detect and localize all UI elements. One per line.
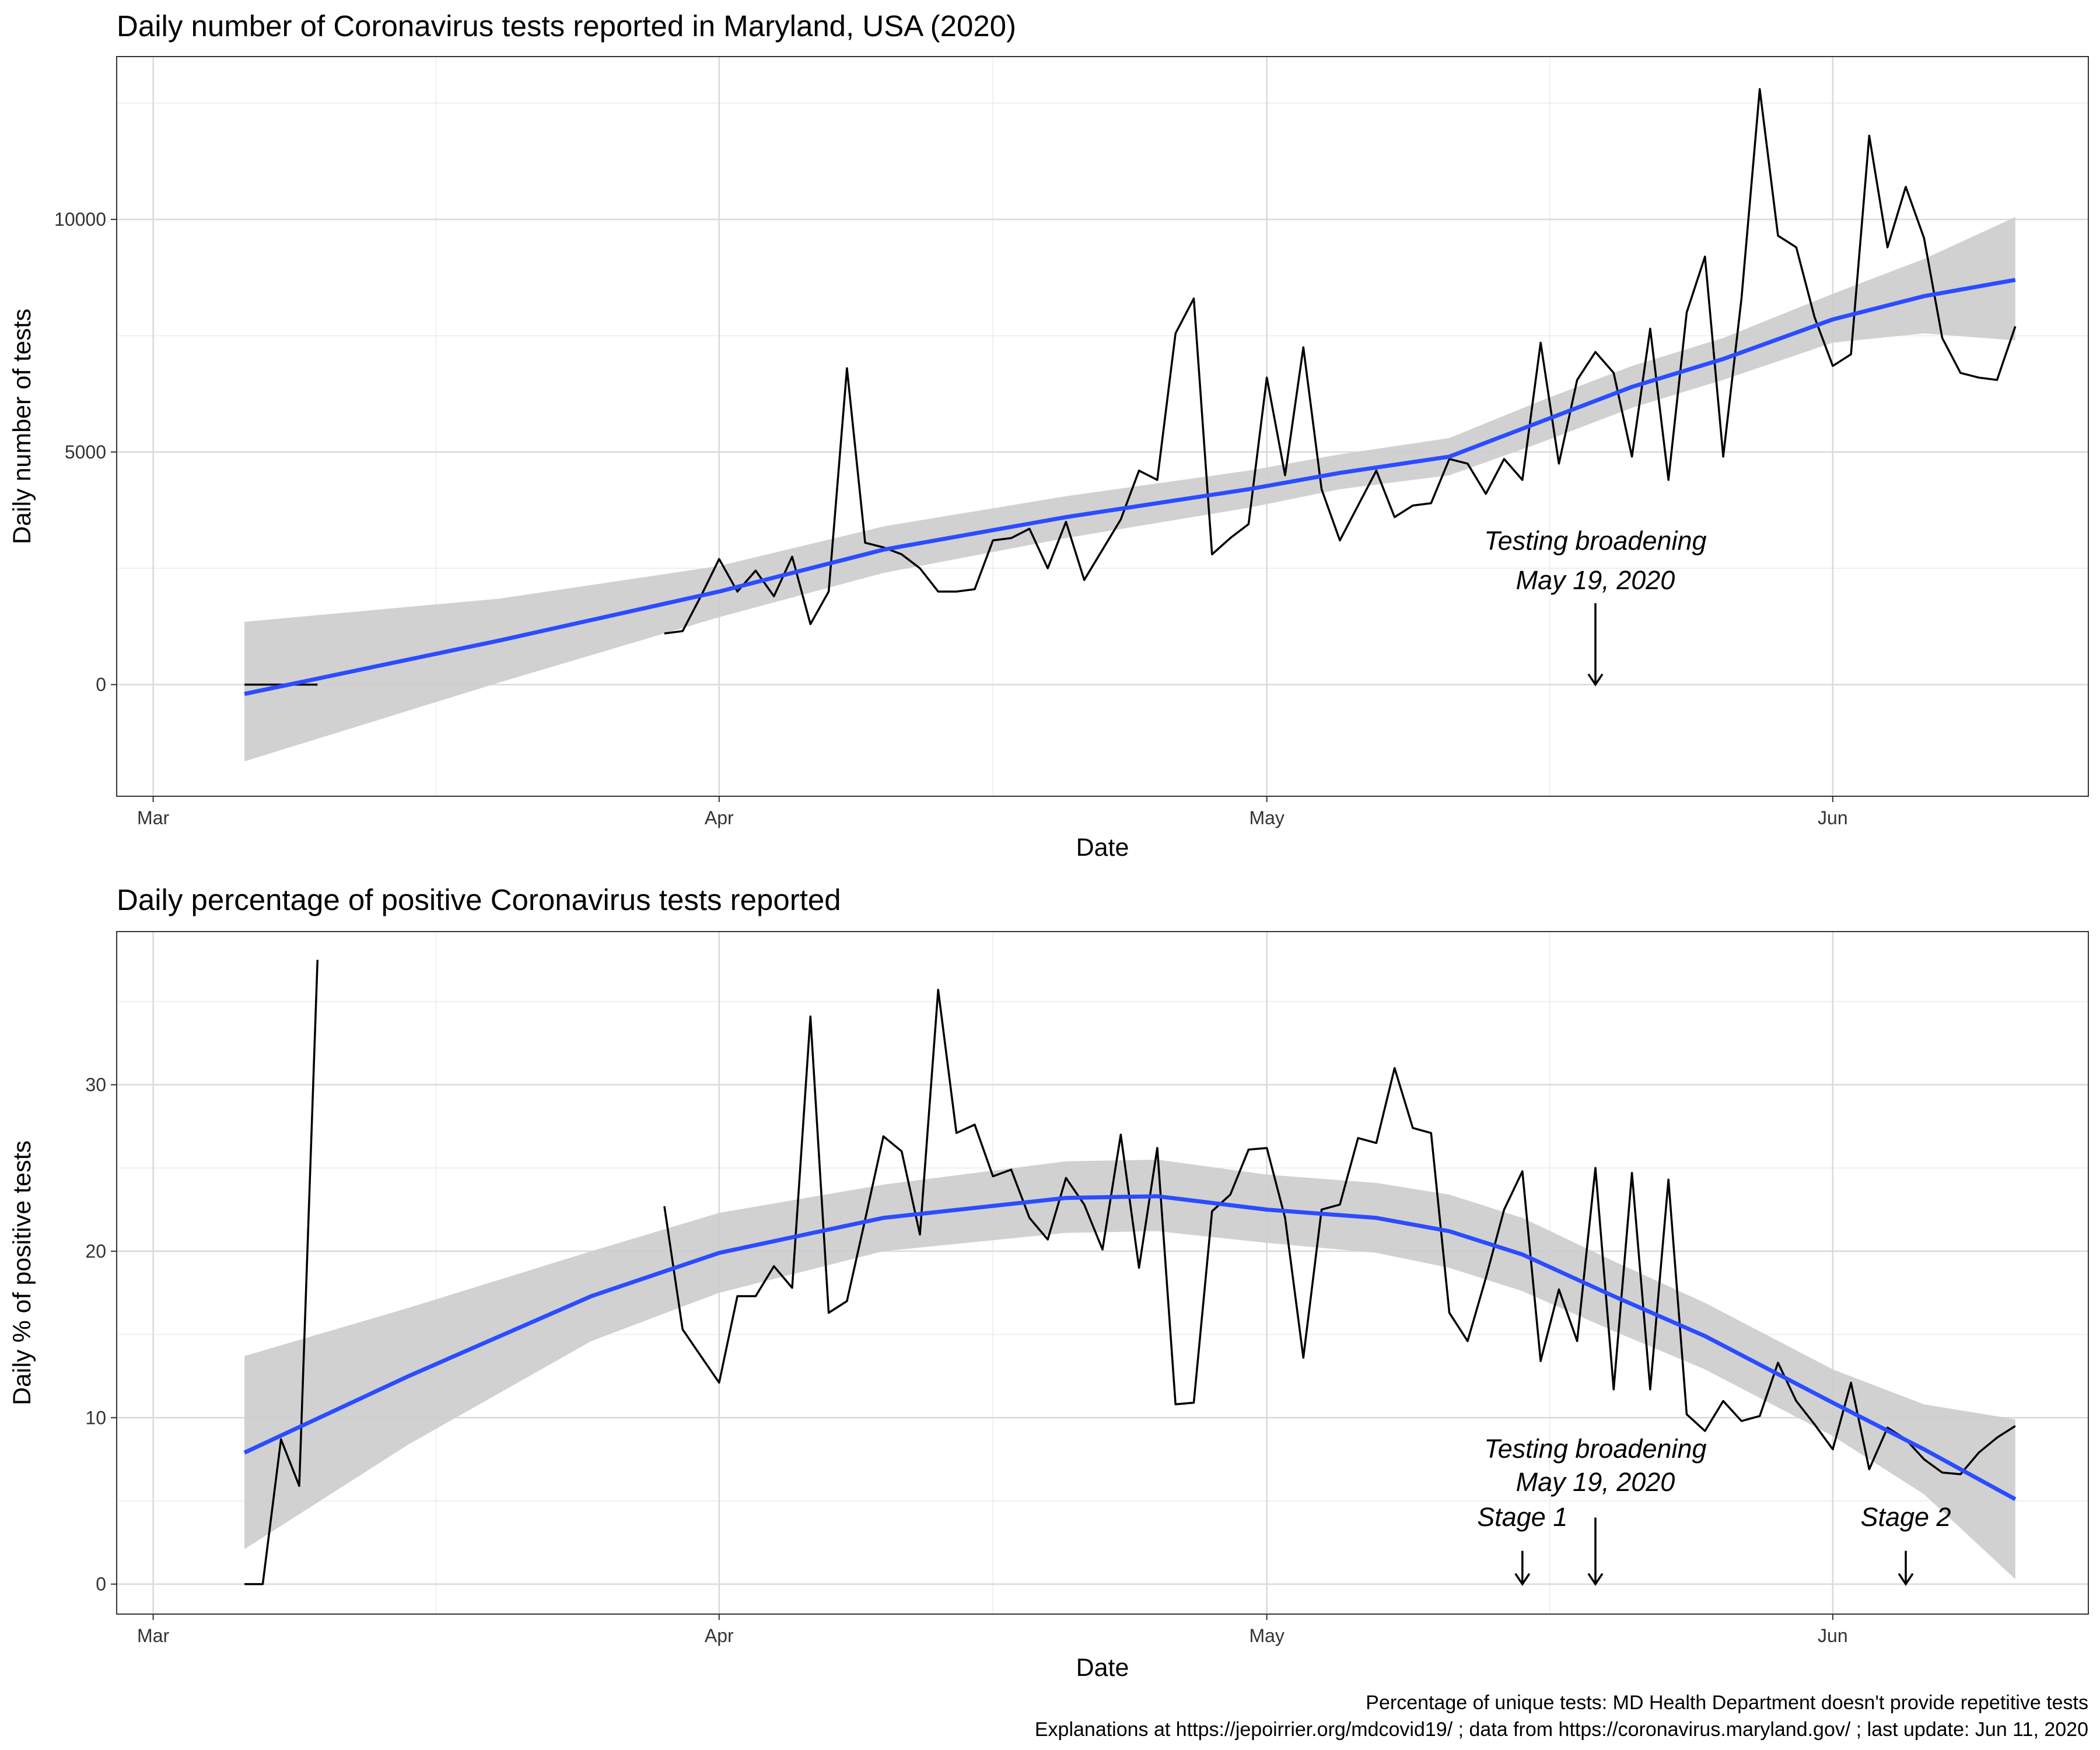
annotation-arrow-head: [1514, 1573, 1531, 1586]
y-tick-label: 30: [85, 1074, 106, 1096]
x-tick-label: Jun: [1818, 807, 1848, 828]
annotation-text: Stage 1: [1477, 1502, 1567, 1532]
tests-panel: Testing broadening May 19, 2020 0 5000 10000…: [8, 9, 2089, 862]
x-tick-label: May: [1249, 1625, 1284, 1646]
x-tick-label: Mar: [137, 807, 169, 828]
y-tick-label: 5000: [65, 442, 106, 463]
x-tick-label: Apr: [705, 1625, 734, 1646]
annotation-text: May 19, 2020: [1516, 1467, 1675, 1497]
x-tick-label: Apr: [705, 807, 734, 828]
y-tick-label: 0: [96, 674, 106, 695]
y-axis-label: Daily % of positive tests: [8, 1140, 36, 1405]
trend-line: [243, 1194, 2017, 1502]
chart-title: Daily number of Coronavirus tests report…: [117, 9, 1016, 43]
annotation-arrow-head: [1898, 1573, 1914, 1586]
y-tick-label: 10000: [54, 209, 106, 230]
y-axis-label: Daily number of tests: [8, 309, 36, 544]
annotation-text: May 19, 2020: [1516, 565, 1675, 595]
x-tick-label: Mar: [137, 1625, 169, 1646]
y-tick-label: 20: [85, 1241, 106, 1262]
plot-border: [116, 931, 2089, 1615]
annotation-arrow-head: [1587, 1573, 1604, 1586]
x-tick-label: May: [1249, 807, 1284, 828]
trend-line: [244, 278, 2016, 696]
plot-area: [244, 88, 2017, 762]
plot-border: [116, 56, 2089, 797]
footer-line-2: Explanations at https://jepoirrier.org/m…: [1035, 1718, 2088, 1741]
plot-background: [117, 932, 2088, 1614]
y-tick-label: 0: [96, 1574, 106, 1595]
annotation-text: Testing broadening: [1484, 526, 1706, 555]
confidence-band: [244, 217, 2015, 762]
x-axis-label: Date: [1076, 834, 1129, 862]
footer-line-1: Percentage of unique tests: MD Health De…: [1366, 1692, 2088, 1714]
daily-series-line: [663, 989, 2016, 1476]
y-tick-label: 10: [85, 1407, 106, 1428]
annotation-arrow-head: [1587, 673, 1604, 687]
x-axis-label: Date: [1076, 1654, 1129, 1682]
plot-area: [243, 960, 2017, 1586]
daily-series-line: [244, 960, 319, 1586]
annotation-text: Testing broadening: [1484, 1434, 1706, 1464]
annotation-text: Stage 2: [1860, 1502, 1951, 1532]
x-tick-label: Jun: [1818, 1625, 1848, 1646]
chart-title: Daily percentage of positive Coronavirus…: [117, 883, 841, 916]
